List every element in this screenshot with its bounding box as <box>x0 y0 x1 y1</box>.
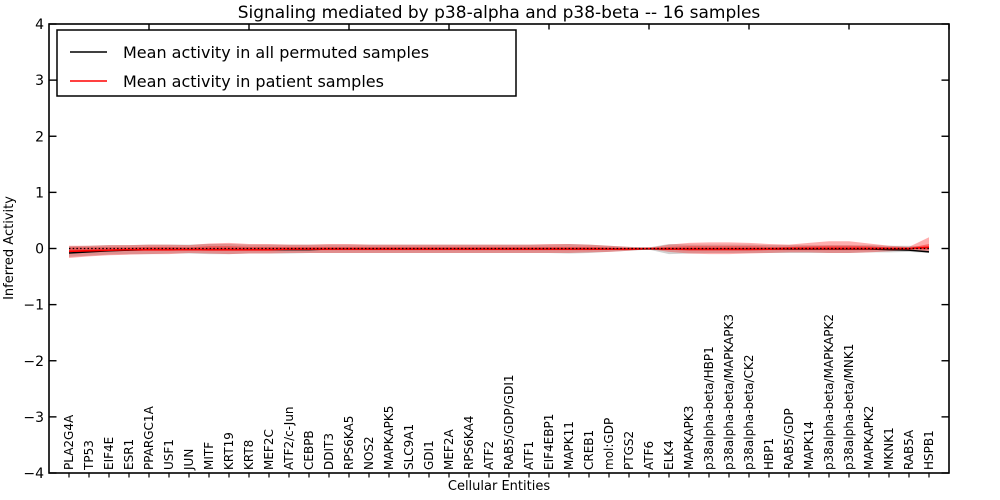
entity-label: MAPKAPK2 <box>862 406 876 470</box>
entity-label: CREB1 <box>582 430 596 470</box>
y-tick-label: −3 <box>23 410 44 426</box>
entity-label: RAB5/GDP/GDI1 <box>502 374 516 470</box>
entity-label: MAPK11 <box>562 421 576 470</box>
y-tick-label: 1 <box>35 185 44 201</box>
entity-label: MITF <box>202 442 216 470</box>
y-tick-label: 4 <box>35 17 44 33</box>
x-axis-label: Cellular Entities <box>448 479 550 494</box>
entity-labels-layer: PLA2G4A TP53 EIF4E ESR1 PPARGC1A USF1 JUN MITF K… <box>62 314 936 471</box>
entity-label: HSPB1 <box>922 430 936 470</box>
entity-label: MAPKAPK3 <box>682 406 696 470</box>
ytick-labels-layer: −4 −3 −2 −1 0 1 2 3 4 <box>23 17 44 482</box>
entity-label: JUN <box>182 449 196 471</box>
entity-label: MAPKAPK5 <box>382 406 396 470</box>
entity-label: p38alpha-beta/MNK1 <box>842 344 856 470</box>
entity-label: KRT19 <box>222 432 236 470</box>
entity-label: PLA2G4A <box>62 414 76 470</box>
y-tick-label: 3 <box>35 73 44 89</box>
y-tick-label: 2 <box>35 129 44 145</box>
entity-label: mol:GDP <box>602 418 616 470</box>
entity-label: ATF2/c-Jun <box>282 406 296 470</box>
entity-label: SLC9A1 <box>402 424 416 470</box>
entity-label: RAB5/GDP <box>782 408 796 470</box>
entity-label: RAB5A <box>902 429 916 470</box>
plot-border <box>48 23 950 474</box>
legend: Mean activity in all permuted samples Me… <box>56 29 517 97</box>
entity-label: MAPK14 <box>802 421 816 470</box>
entity-label: ATF1 <box>522 441 536 470</box>
entity-label: EIF4EBP1 <box>542 414 556 470</box>
entity-label: MKNK1 <box>882 427 896 470</box>
entity-label: EIF4E <box>102 437 116 470</box>
y-tick-label: −1 <box>23 298 44 314</box>
entity-label: TP53 <box>82 440 96 471</box>
y-tick-label: −4 <box>23 466 44 482</box>
entity-label: KRT8 <box>242 440 256 470</box>
entity-label: RPS6KA4 <box>462 416 476 470</box>
lines-layer <box>68 246 930 254</box>
entity-label: p38alpha-beta/MAPKAPK3 <box>722 314 736 470</box>
entity-label: HBP1 <box>762 438 776 470</box>
y-axis-label: Inferred Activity <box>2 196 17 300</box>
entity-label: MEF2A <box>442 429 456 470</box>
entity-label: USF1 <box>162 439 176 470</box>
legend-label-permuted: Mean activity in all permuted samples <box>123 43 429 62</box>
entity-label: GDI1 <box>422 440 436 470</box>
y-tick-label: −2 <box>23 354 44 370</box>
entity-label: p38alpha-beta/MAPKAPK2 <box>822 314 836 470</box>
y-tick-label: 0 <box>35 242 44 258</box>
entity-label: p38alpha-beta/CK2 <box>742 355 756 470</box>
legend-label-patient: Mean activity in patient samples <box>123 72 384 91</box>
patient-sample-range-band <box>69 237 929 259</box>
entity-label: CEBPB <box>302 430 316 470</box>
entity-label: PPARGC1A <box>142 405 156 470</box>
legend-box <box>56 29 517 97</box>
entity-label: PTGS2 <box>622 431 636 470</box>
entity-label: ATF6 <box>642 441 656 470</box>
entity-label: ATF2 <box>482 441 496 470</box>
entity-label: p38alpha-beta/HBP1 <box>702 346 716 470</box>
chart-title: Signaling mediated by p38-alpha and p38-… <box>238 3 761 23</box>
entity-label: ELK4 <box>662 440 676 470</box>
entity-label: DDIT3 <box>322 433 336 470</box>
entity-label: RPS6KA5 <box>342 416 356 470</box>
entity-label: ESR1 <box>122 439 136 470</box>
entity-label: NOS2 <box>362 436 376 470</box>
permuted-sample-range-band <box>69 244 929 257</box>
entity-label: MEF2C <box>262 429 276 470</box>
